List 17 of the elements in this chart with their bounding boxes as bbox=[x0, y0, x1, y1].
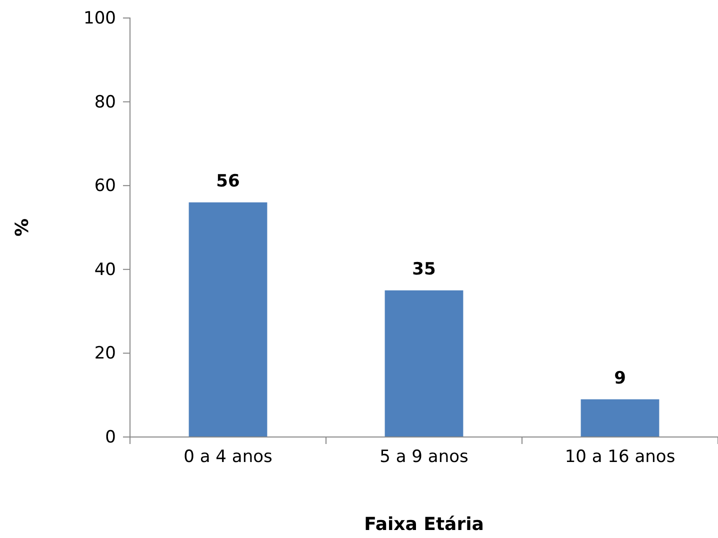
y-tick-label: 80 bbox=[94, 92, 116, 112]
y-tick-label: 0 bbox=[105, 427, 116, 448]
x-tick-label: 0 a 4 anos bbox=[184, 447, 272, 467]
x-axis-title: Faixa Etária bbox=[364, 514, 484, 535]
y-tick-label: 20 bbox=[94, 344, 116, 364]
data-label: 56 bbox=[216, 171, 240, 192]
x-tick-label: 10 a 16 anos bbox=[564, 447, 676, 467]
bar bbox=[384, 290, 464, 437]
bar bbox=[188, 202, 268, 437]
y-axis-title: % bbox=[12, 218, 33, 237]
y-tick-label: 40 bbox=[94, 260, 116, 280]
y-tick-label: 60 bbox=[94, 176, 116, 196]
bar bbox=[580, 399, 660, 437]
data-label: 35 bbox=[412, 259, 436, 280]
data-label: 9 bbox=[614, 368, 626, 388]
y-tick-label: 100 bbox=[84, 8, 116, 28]
x-tick-label: 5 a 9 anos bbox=[380, 447, 468, 467]
